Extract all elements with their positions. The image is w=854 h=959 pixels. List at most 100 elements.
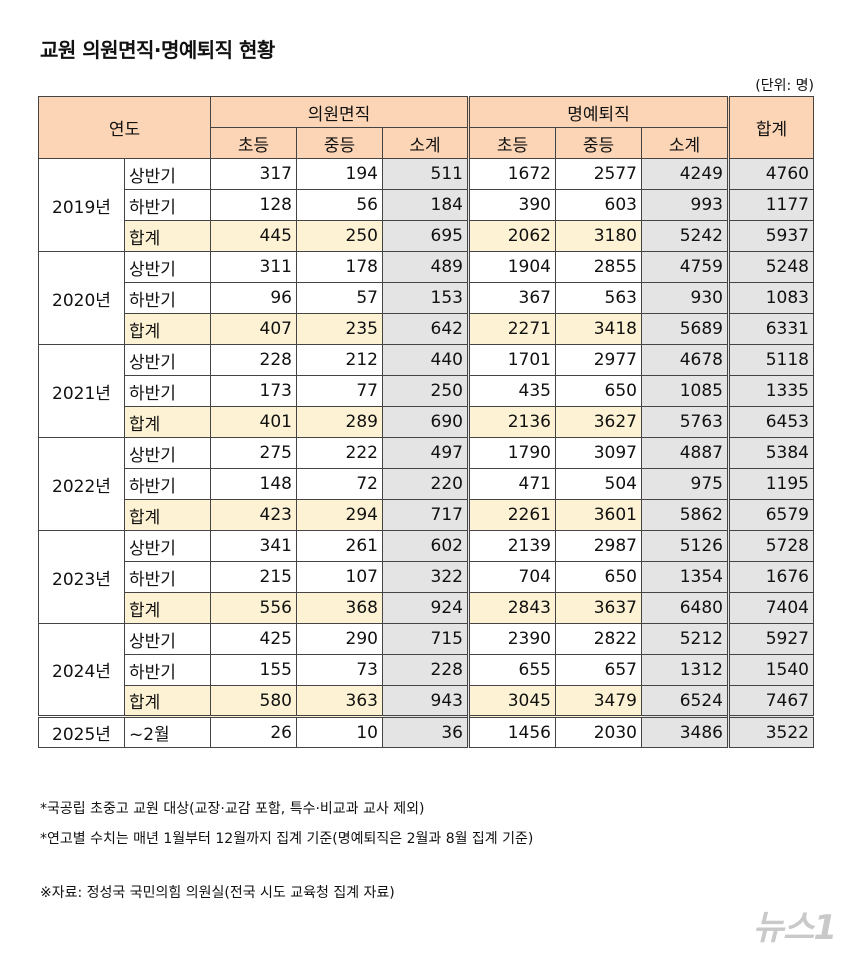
value-cell: 212	[296, 344, 383, 376]
value-cell: 56	[296, 189, 383, 221]
year-cell: 2020년	[38, 251, 125, 345]
value-cell: 3479	[555, 685, 642, 717]
value-cell: 5927	[727, 623, 814, 655]
value-cell: 1354	[641, 561, 729, 593]
value-cell: 178	[296, 251, 383, 283]
value-cell: 72	[296, 468, 383, 500]
value-cell: 1177	[727, 189, 814, 221]
header-sub: 중등	[555, 127, 642, 159]
value-cell: 220	[382, 468, 469, 500]
value-cell: 1085	[641, 375, 729, 407]
value-cell: 2271	[467, 313, 556, 345]
value-cell: 4887	[641, 437, 729, 469]
value-cell: 6480	[641, 592, 729, 624]
value-cell: 5384	[727, 437, 814, 469]
value-cell: 222	[296, 437, 383, 469]
table-row: 합계 423 294 717 2261 3601 5862 6579	[39, 499, 814, 531]
table-row: 합계 407 235 642 2271 3418 5689 6331	[39, 313, 814, 345]
table-row: 2021년 상반기 228 212 440 1701 2977 4678 5118	[38, 344, 814, 438]
header-total: 합계	[727, 96, 814, 159]
value-cell: 10	[296, 715, 383, 748]
value-cell: 407	[210, 313, 297, 345]
header-voluntary: 의원면직	[210, 96, 469, 128]
table-row: 하반기 215 107 322 704 650 1354 1676	[39, 561, 814, 593]
value-cell: 317	[210, 158, 297, 190]
value-cell: 602	[382, 530, 469, 562]
value-cell: 5937	[727, 220, 814, 252]
value-cell: 603	[555, 189, 642, 221]
value-cell: 943	[382, 685, 469, 717]
value-cell: 1456	[467, 715, 556, 748]
value-cell: 155	[210, 654, 297, 686]
period-cell: 상반기	[124, 530, 211, 562]
table-row: 합계 580 363 943 3045 3479 6524 7467	[39, 685, 814, 717]
value-cell: 4759	[641, 251, 729, 283]
table-row: 2020년 상반기 311 178 489 1904 2855 4759 5248	[38, 251, 814, 345]
header-honorary: 명예퇴직	[467, 96, 729, 128]
table-row: 하반기 173 77 250 435 650 1085 1335	[39, 375, 814, 407]
value-cell: 425	[210, 623, 297, 655]
period-cell: 하반기	[124, 468, 211, 500]
value-cell: 1335	[727, 375, 814, 407]
period-cell: 상반기	[124, 158, 211, 190]
period-cell: 합계	[124, 406, 211, 438]
value-cell: 5763	[641, 406, 729, 438]
value-cell: 3045	[467, 685, 556, 717]
period-cell: 상반기	[124, 251, 211, 283]
header-sub: 초등	[210, 127, 297, 159]
note-1: *국공립 초중고 교원 대상(교장·교감 포함, 특수·비교과 교사 제외)	[40, 801, 425, 817]
year-cell: 2021년	[38, 344, 125, 438]
value-cell: 6524	[641, 685, 729, 717]
value-cell: 6331	[727, 313, 814, 345]
value-cell: 7404	[727, 592, 814, 624]
value-cell: 2987	[555, 530, 642, 562]
value-cell: 2822	[555, 623, 642, 655]
value-cell: 580	[210, 685, 297, 717]
value-cell: 290	[296, 623, 383, 655]
value-cell: 261	[296, 530, 383, 562]
value-cell: 704	[467, 561, 556, 593]
value-cell: 1083	[727, 282, 814, 314]
value-cell: 4678	[641, 344, 729, 376]
value-cell: 695	[382, 220, 469, 252]
year-cell: 2025년	[38, 715, 125, 748]
value-cell: 3180	[555, 220, 642, 252]
year-cell: 2019년	[38, 158, 125, 252]
value-cell: 2261	[467, 499, 556, 531]
value-cell: 73	[296, 654, 383, 686]
value-cell: 2577	[555, 158, 642, 190]
year-cell: 2023년	[38, 530, 125, 624]
value-cell: 250	[296, 220, 383, 252]
value-cell: 215	[210, 561, 297, 593]
period-cell: 합계	[124, 313, 211, 345]
value-cell: 642	[382, 313, 469, 345]
value-cell: 6579	[727, 499, 814, 531]
value-cell: 423	[210, 499, 297, 531]
value-cell: 5248	[727, 251, 814, 283]
value-cell: 5118	[727, 344, 814, 376]
period-cell: 합계	[124, 499, 211, 531]
table-row: 2025년 ~2월 26 10 36 1456 2030 3486 3522	[38, 715, 814, 748]
value-cell: 3097	[555, 437, 642, 469]
value-cell: 1312	[641, 654, 729, 686]
value-cell: 363	[296, 685, 383, 717]
value-cell: 1540	[727, 654, 814, 686]
period-cell: 하반기	[124, 654, 211, 686]
source-note: ※자료: 정성국 국민의힘 의원실(전국 시도 교육청 집계 자료)	[40, 885, 395, 901]
table-row: 합계 556 368 924 2843 3637 6480 7404	[39, 592, 814, 624]
table-row: 2024년 상반기 425 290 715 2390 2822 5212 5927	[38, 623, 814, 717]
value-cell: 1195	[727, 468, 814, 500]
table-row: 하반기 128 56 184 390 603 993 1177	[39, 189, 814, 221]
header-sub: 소계	[382, 127, 469, 159]
value-cell: 275	[210, 437, 297, 469]
header-year: 연도	[38, 96, 211, 159]
value-cell: 250	[382, 375, 469, 407]
value-cell: 471	[467, 468, 556, 500]
period-cell: ~2월	[124, 715, 211, 748]
value-cell: 289	[296, 406, 383, 438]
table-row: 2019년 상반기 317 194 511 1672 2577 4249 4760	[38, 158, 814, 252]
value-cell: 435	[467, 375, 556, 407]
value-cell: 5728	[727, 530, 814, 562]
value-cell: 36	[382, 715, 469, 748]
value-cell: 390	[467, 189, 556, 221]
